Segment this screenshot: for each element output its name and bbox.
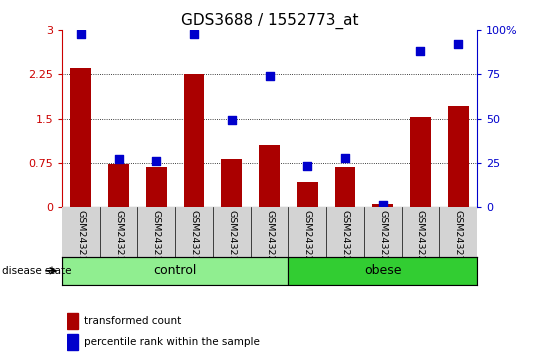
Point [416, 48, 425, 54]
Point [152, 158, 161, 164]
Text: GSM243225: GSM243225 [303, 210, 312, 267]
Bar [146, 167, 167, 207]
Bar [288, 257, 477, 285]
Text: percentile rank within the sample: percentile rank within the sample [84, 337, 260, 348]
Point [227, 118, 236, 123]
Text: control: control [154, 264, 197, 277]
Text: obese: obese [364, 264, 402, 277]
Text: GSM243217: GSM243217 [152, 210, 161, 267]
Point [378, 202, 387, 208]
Text: GSM243219: GSM243219 [227, 210, 236, 267]
Bar [184, 74, 204, 207]
Point [114, 156, 123, 162]
Bar [448, 105, 468, 207]
Text: disease state: disease state [2, 266, 71, 276]
Text: GSM243227: GSM243227 [378, 210, 387, 267]
Bar [410, 117, 431, 207]
Bar [259, 145, 280, 207]
Bar [67, 334, 78, 350]
Point [190, 31, 198, 36]
Text: GSM243228: GSM243228 [416, 210, 425, 267]
Bar [222, 159, 242, 207]
Bar [67, 313, 78, 329]
Point [341, 155, 349, 160]
Bar [108, 164, 129, 207]
Bar [71, 68, 91, 207]
Bar [372, 204, 393, 207]
Text: GSM243216: GSM243216 [114, 210, 123, 267]
Text: GSM243226: GSM243226 [341, 210, 349, 267]
Bar [297, 182, 317, 207]
Point [265, 73, 274, 79]
Bar [335, 167, 355, 207]
Text: GSM243220: GSM243220 [265, 210, 274, 267]
Point [77, 31, 85, 36]
Point [454, 41, 462, 47]
Text: GDS3688 / 1552773_at: GDS3688 / 1552773_at [181, 12, 358, 29]
Text: GSM243218: GSM243218 [190, 210, 198, 267]
Text: transformed count: transformed count [84, 316, 181, 326]
Text: GSM243215: GSM243215 [77, 210, 85, 267]
Bar [62, 257, 288, 285]
Text: GSM243275: GSM243275 [454, 210, 462, 267]
Point [303, 164, 312, 169]
